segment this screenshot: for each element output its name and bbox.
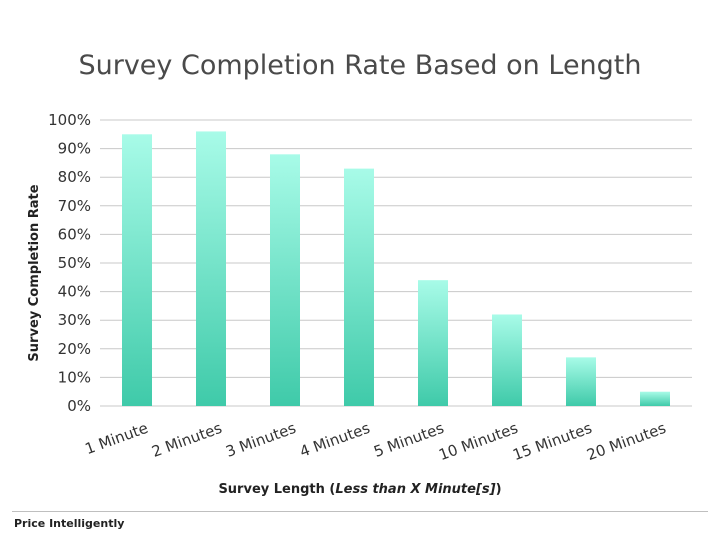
bar — [640, 391, 670, 406]
x-axis-label-prefix: Survey Length ( — [218, 482, 336, 497]
y-axis-label: Survey Completion Rate — [27, 184, 42, 361]
footer-divider — [12, 511, 708, 512]
x-axis-label-suffix: ) — [495, 482, 502, 497]
y-tick-label: 20% — [58, 340, 91, 358]
bar — [418, 280, 448, 406]
bar — [344, 168, 374, 406]
x-tick-label: 1 Minute — [83, 419, 151, 458]
y-tick-label: 60% — [58, 225, 91, 243]
x-tick-label: 20 Minutes — [584, 419, 668, 464]
x-tick-label: 2 Minutes — [149, 419, 224, 461]
chart-title: Survey Completion Rate Based on Length — [78, 50, 642, 81]
y-tick-label: 70% — [58, 197, 91, 215]
y-tick-label: 90% — [58, 140, 91, 158]
y-tick-label: 50% — [58, 254, 91, 272]
footer-brand: Price Intelligently — [14, 517, 125, 530]
x-tick-label: 10 Minutes — [436, 419, 520, 464]
y-tick-label: 80% — [58, 168, 91, 186]
x-tick-label: 4 Minutes — [297, 419, 372, 461]
bar — [492, 314, 522, 406]
x-tick-label: 5 Minutes — [371, 419, 446, 461]
y-tick-label: 40% — [58, 283, 91, 301]
x-tick-label: 3 Minutes — [223, 419, 298, 461]
bar — [122, 134, 152, 407]
x-axis-label-italic: Less than X Minute[s] — [335, 482, 496, 497]
y-tick-label: 0% — [67, 397, 91, 415]
bar — [196, 131, 226, 406]
y-tick-label: 30% — [58, 311, 91, 329]
bar — [270, 154, 300, 406]
bar — [566, 357, 596, 406]
bars — [122, 131, 670, 407]
y-tick-label: 10% — [58, 368, 91, 386]
x-tick-label: 15 Minutes — [510, 419, 594, 464]
y-tick-label: 100% — [48, 111, 91, 129]
y-axis-ticks: 0% 10% 20% 30% 40% 50% 60% 70% 80% 90% 100% — [48, 111, 91, 415]
gridlines — [100, 119, 692, 407]
x-axis-label: Survey Length (Less than X Minute[s]) — [0, 482, 720, 497]
